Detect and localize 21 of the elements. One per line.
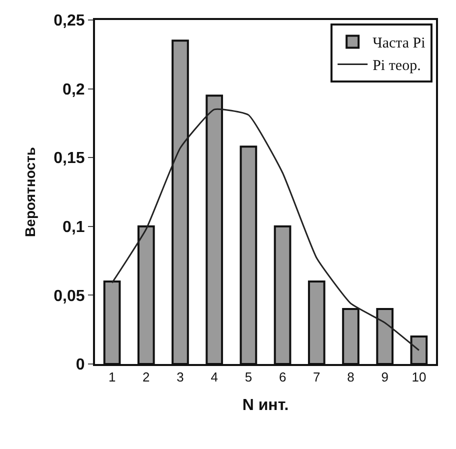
x-tick-label: 10 bbox=[412, 370, 426, 385]
x-tick-label: 1 bbox=[108, 370, 116, 385]
x-tick-label: 3 bbox=[176, 370, 184, 385]
y-axis-title: Вероятность bbox=[22, 146, 38, 237]
x-tick-label: 6 bbox=[278, 370, 286, 385]
x-tick-label: 9 bbox=[381, 370, 388, 385]
y-tick-label: 0,05 bbox=[54, 288, 85, 305]
legend-label: Часта Pi bbox=[372, 36, 426, 52]
x-tick-label: 8 bbox=[347, 370, 354, 385]
x-tick-label: 2 bbox=[142, 370, 150, 385]
y-tick-label: 0,2 bbox=[62, 81, 85, 98]
x-tick-label: 7 bbox=[313, 370, 320, 385]
x-axis-title: N инт. bbox=[242, 396, 289, 414]
y-tick-label: 0 bbox=[76, 356, 85, 374]
line-series bbox=[111, 108, 420, 351]
y-tick-label: 0,15 bbox=[54, 150, 85, 168]
legend-label: Pi теор. bbox=[372, 58, 421, 74]
y-tick-label: 0,25 bbox=[54, 12, 85, 30]
x-tick-label: 5 bbox=[244, 370, 252, 385]
y-tick-label: 0,1 bbox=[62, 219, 85, 236]
x-tick-label: 4 bbox=[210, 370, 218, 385]
